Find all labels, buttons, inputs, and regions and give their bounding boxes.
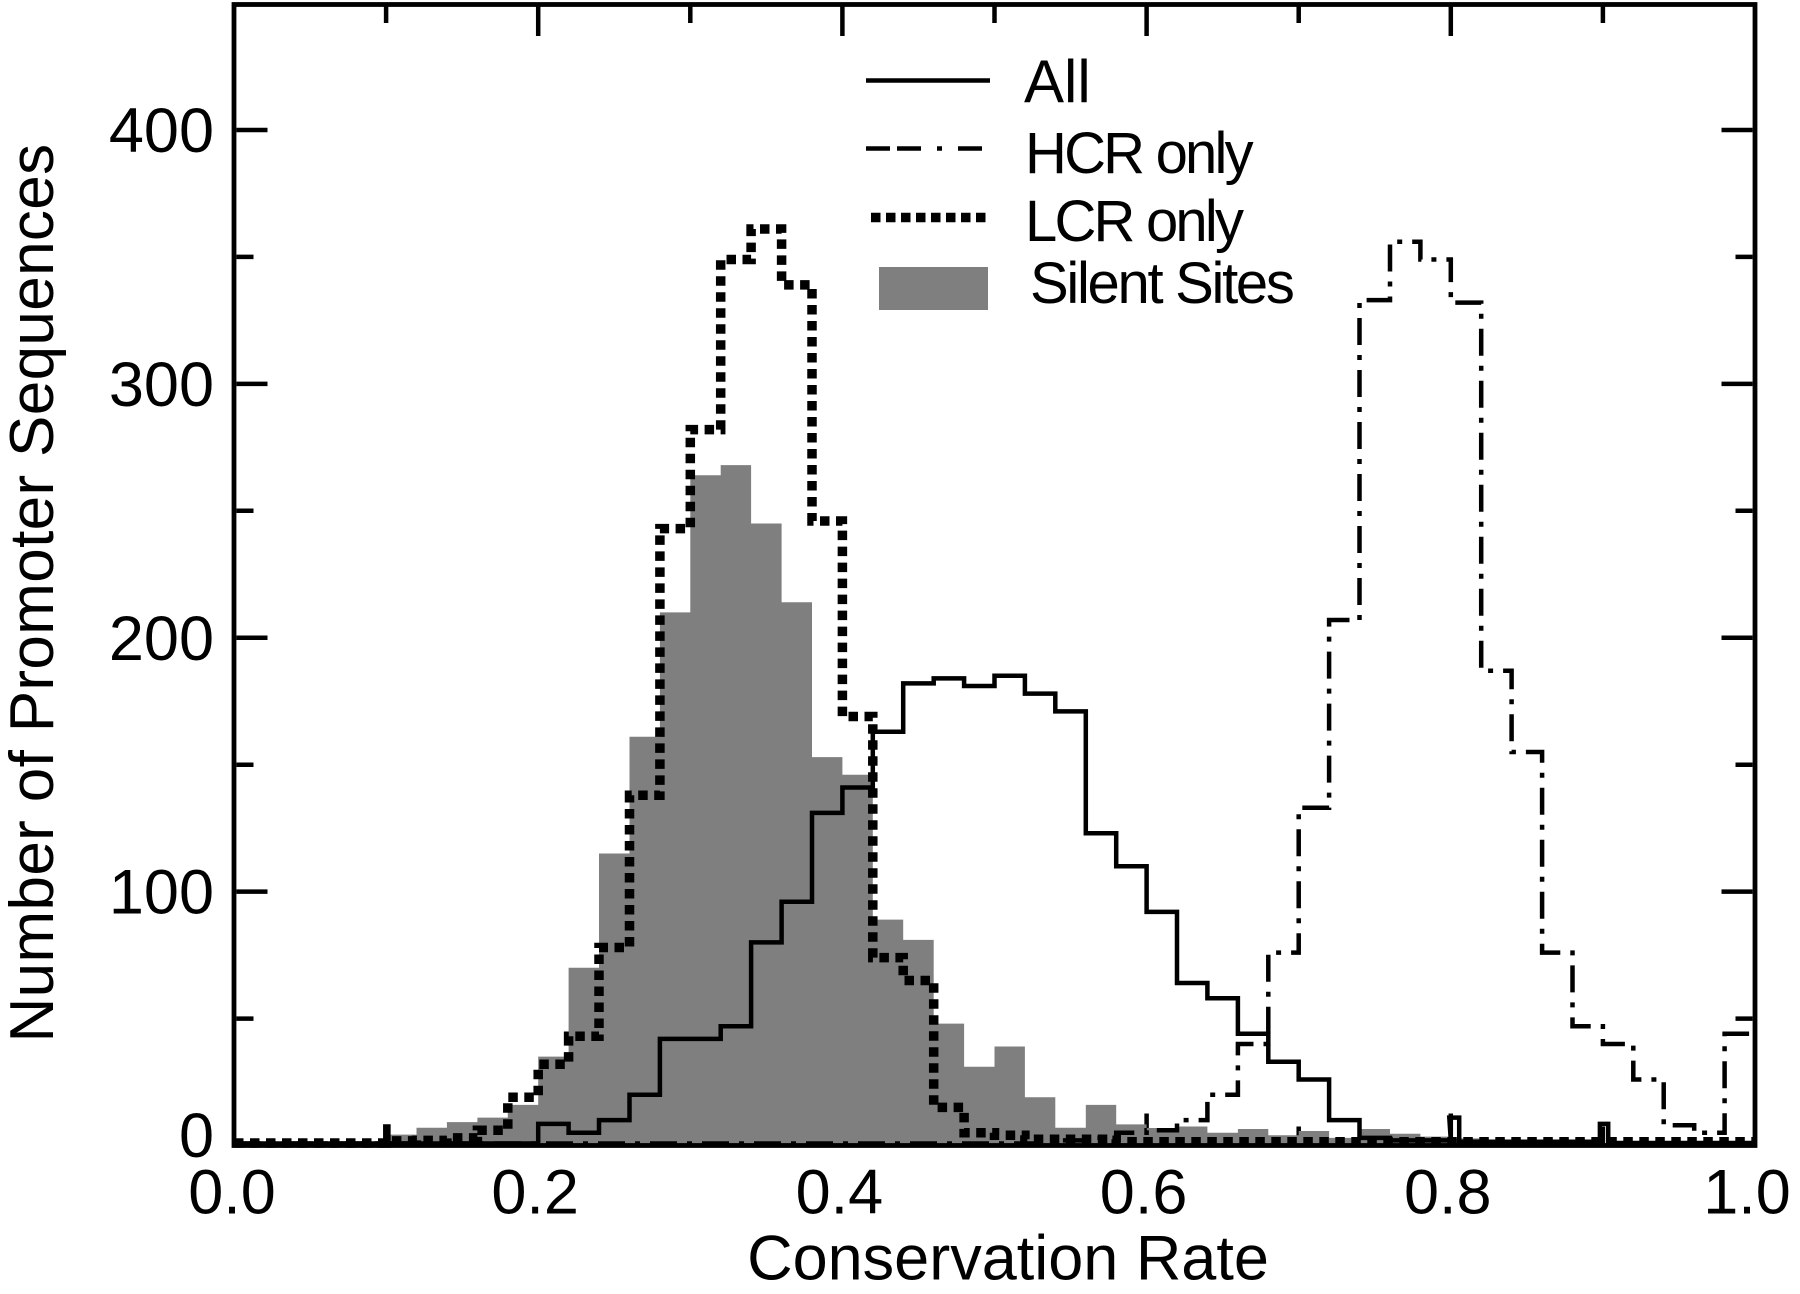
svg-text:Number of Promoter Sequences: Number of Promoter Sequences xyxy=(0,144,67,1043)
svg-text:0.8: 0.8 xyxy=(1404,1158,1492,1228)
svg-text:0: 0 xyxy=(179,1101,214,1171)
svg-text:100: 100 xyxy=(109,858,214,928)
svg-text:HCR only: HCR only xyxy=(1025,121,1254,186)
svg-text:0.6: 0.6 xyxy=(1100,1158,1188,1228)
svg-text:400: 400 xyxy=(109,96,214,166)
svg-text:0.0: 0.0 xyxy=(188,1158,276,1228)
svg-text:LCR only: LCR only xyxy=(1025,189,1244,254)
svg-text:All: All xyxy=(1024,48,1091,115)
svg-text:0.2: 0.2 xyxy=(491,1158,579,1228)
svg-text:1.0: 1.0 xyxy=(1703,1158,1791,1228)
svg-text:300: 300 xyxy=(109,350,214,420)
svg-text:Conservation Rate: Conservation Rate xyxy=(747,1224,1269,1290)
svg-text:Silent Sites: Silent Sites xyxy=(1030,251,1293,316)
svg-text:0.4: 0.4 xyxy=(796,1158,884,1228)
svg-text:200: 200 xyxy=(109,604,214,674)
